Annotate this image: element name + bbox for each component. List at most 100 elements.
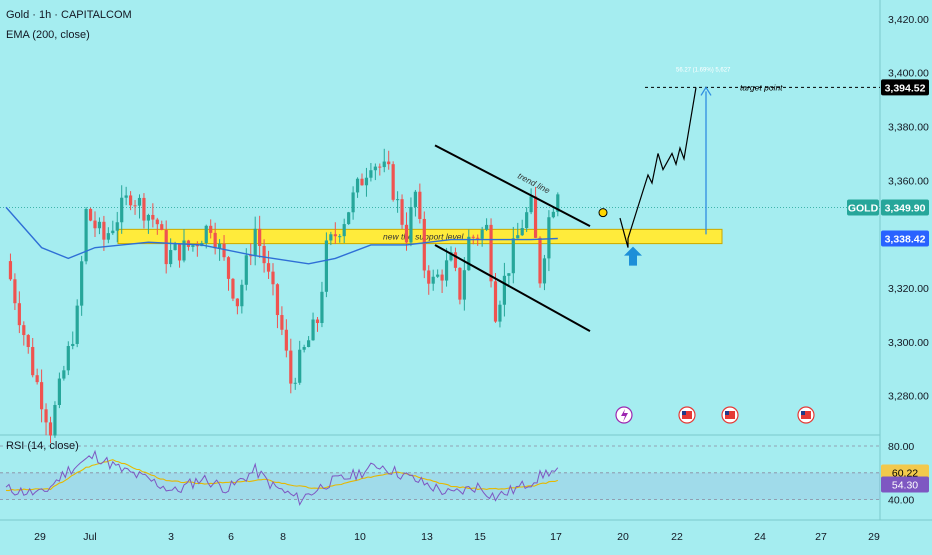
candle-body	[533, 196, 538, 238]
candle-body	[436, 274, 440, 277]
price-tick-label: 3,280.00	[888, 391, 929, 403]
us-flag-canton-icon	[725, 411, 729, 415]
candle-body	[556, 194, 560, 212]
rsi-badge-text: 54.30	[892, 479, 918, 491]
candle-body	[458, 267, 462, 300]
candle-body	[120, 197, 124, 223]
candle-body	[169, 250, 173, 265]
candle-body	[235, 298, 239, 307]
candle-body	[525, 212, 529, 229]
candle-body	[315, 319, 320, 324]
time-tick-label: 6	[228, 531, 234, 543]
candle-body	[137, 197, 142, 206]
candle-body	[302, 346, 306, 350]
us-flag-stripes-icon	[682, 411, 692, 419]
us-flag-stripes-icon	[801, 411, 811, 419]
candle-body	[115, 222, 119, 231]
candle-body	[155, 219, 159, 225]
candle-body	[253, 228, 257, 257]
candle-body	[467, 236, 471, 271]
candle-body	[71, 343, 75, 347]
time-tick-label: Jul	[83, 531, 96, 543]
candle-body	[307, 340, 311, 347]
symbol-title: Gold · 1h · CAPITALCOM	[6, 9, 132, 21]
rsi-band	[0, 472, 880, 500]
candle-body	[44, 409, 48, 423]
candle-body	[369, 170, 373, 178]
trend-line-2	[434, 244, 591, 332]
candle-body	[142, 197, 146, 221]
candle-body	[462, 270, 466, 300]
price-tick-label: 3,320.00	[888, 283, 929, 295]
us-flag-stripes-icon	[725, 411, 735, 419]
candle-body	[355, 178, 360, 193]
candle-body	[338, 236, 342, 238]
price-tick-label: 3,360.00	[888, 175, 929, 187]
time-tick-label: 15	[474, 531, 486, 543]
candle-body	[111, 230, 115, 234]
price-tick-label: 3,300.00	[888, 337, 929, 349]
candle-body	[40, 382, 44, 410]
candle-body	[489, 224, 493, 282]
trend-line-label: trend line	[516, 171, 552, 196]
candle-body	[271, 271, 275, 285]
candle-body	[547, 217, 551, 259]
time-tick-label: 13	[421, 531, 433, 543]
ema-indicator-label: EMA (200, close)	[6, 29, 90, 41]
candle-body	[75, 305, 79, 344]
candle-body	[396, 199, 400, 201]
time-tick-label: 3	[168, 531, 174, 543]
target-label: target point	[740, 82, 783, 92]
candle-body	[333, 234, 337, 237]
candle-body	[182, 240, 186, 261]
candle-body	[320, 291, 324, 324]
rsi-tick-label: 40.00	[888, 495, 914, 507]
candle-body	[311, 319, 315, 341]
candle-body	[133, 205, 137, 207]
candle-body	[151, 214, 155, 220]
candle-body	[431, 276, 435, 284]
rsi-line	[5, 449, 559, 506]
candle-body	[293, 382, 297, 384]
rsi-indicator-label: RSI (14, close)	[6, 440, 79, 452]
candle-body	[88, 208, 93, 221]
us-flag-canton-icon	[682, 411, 686, 415]
candle-body	[422, 218, 426, 271]
candle-body	[453, 252, 458, 268]
candle-body	[342, 224, 346, 237]
candle-body	[280, 315, 284, 330]
candle-body	[13, 279, 17, 304]
candle-body	[449, 252, 453, 261]
candle-body	[124, 195, 128, 198]
candle-body	[444, 260, 449, 281]
time-tick-label: 8	[280, 531, 286, 543]
ema-price-badge-text: 3,338.42	[885, 233, 926, 245]
candle-body	[262, 245, 266, 264]
candle-body	[26, 335, 30, 348]
candle-body	[164, 229, 168, 265]
candle-body	[191, 245, 195, 247]
time-tick-label: 22	[671, 531, 683, 543]
candle-body	[382, 161, 386, 168]
rsi-tick-label: 80.00	[888, 441, 914, 453]
candle-body	[218, 243, 222, 249]
candle-body	[427, 270, 431, 284]
candle-body	[400, 199, 404, 225]
candle-body	[551, 211, 555, 218]
candle-body	[329, 234, 333, 241]
price-tick-label: 3,400.00	[888, 68, 929, 80]
candle-body	[84, 208, 88, 262]
candle-body	[22, 325, 26, 336]
candle-body	[209, 225, 213, 233]
symbol-badge-text: GOLD	[848, 203, 879, 215]
price-tick-label: 3,420.00	[888, 14, 929, 26]
candle-body	[418, 191, 422, 219]
candle-body	[275, 284, 280, 316]
breakout-marker	[598, 208, 608, 218]
price-tick-label: 3,380.00	[888, 122, 929, 134]
candle-body	[93, 220, 97, 229]
candle-body	[249, 255, 253, 257]
ema-price-badge	[881, 230, 929, 247]
candle-body	[507, 273, 511, 276]
